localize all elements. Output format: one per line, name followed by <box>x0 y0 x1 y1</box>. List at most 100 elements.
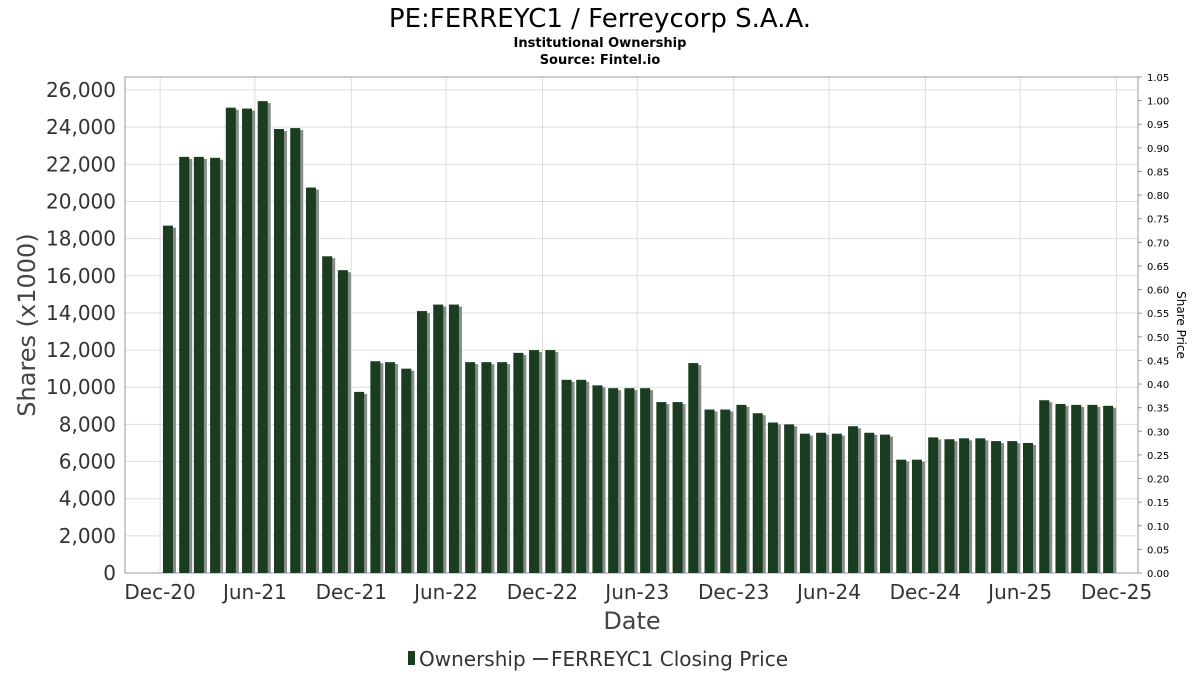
ownership-bar <box>481 362 492 573</box>
ownership-bar <box>592 385 603 573</box>
y-right-tick-label: 0.80 <box>1147 191 1169 202</box>
ownership-bar <box>656 402 667 573</box>
legend: Ownership FERREYC1 Closing Price <box>408 647 788 671</box>
y-tick-label: 22,000 <box>46 152 116 176</box>
legend-ownership-swatch <box>408 651 415 665</box>
ownership-bar <box>179 156 190 574</box>
y-axis-right-ticks: 0.00 0.05 0.10 0.15 0.20 0.25 0.30 0.35 0.40 0.45… <box>1138 73 1169 580</box>
ownership-bar <box>322 256 333 573</box>
ownership-bar <box>1023 442 1034 573</box>
ownership-bar <box>911 459 922 573</box>
y-right-tick-label: 1.00 <box>1147 97 1169 108</box>
y-axis-right-label: Share Price <box>1174 291 1188 359</box>
ownership-bar <box>1039 400 1050 573</box>
ownership-bar <box>944 439 955 573</box>
ownership-bar <box>561 379 572 573</box>
y-tick-label: 8,000 <box>59 412 116 436</box>
y-right-tick-label: 0.50 <box>1147 333 1169 344</box>
ownership-bar <box>784 424 795 573</box>
x-tick-label: Dec-23 <box>698 580 769 604</box>
x-axis-label: Date <box>603 607 660 635</box>
ownership-bar <box>848 426 859 573</box>
y-right-tick-label: 0.05 <box>1147 545 1169 556</box>
chart-source: Source: Fintel.io <box>540 53 661 68</box>
ownership-bar <box>704 409 715 573</box>
ownership-bar <box>290 128 301 574</box>
ownership-bar <box>959 438 970 573</box>
ownership-bar <box>672 402 683 573</box>
ownership-bar <box>433 304 444 573</box>
y-right-tick-label: 0.30 <box>1147 427 1169 438</box>
ownership-bar <box>210 157 221 573</box>
ownership-bar <box>1087 404 1098 573</box>
ownership-bar <box>975 438 986 573</box>
ownership-bar <box>354 391 365 573</box>
y-tick-label: 12,000 <box>46 338 116 362</box>
y-tick-label: 2,000 <box>59 524 116 548</box>
ownership-bar <box>257 101 268 573</box>
ownership-bar <box>242 108 253 574</box>
ownership-bar <box>799 433 810 573</box>
y-right-tick-label: 0.75 <box>1147 215 1169 226</box>
x-tick-label: Dec-22 <box>507 580 578 604</box>
ownership-bar <box>880 434 891 573</box>
ownership-bar <box>576 379 587 573</box>
y-right-tick-label: 0.00 <box>1147 569 1169 580</box>
y-right-tick-label: 0.45 <box>1147 356 1169 367</box>
ownership-bar <box>337 270 348 573</box>
legend-price-label: FERREYC1 Closing Price <box>551 647 788 671</box>
ownership-bar <box>767 422 778 573</box>
ownership-bar <box>640 388 651 573</box>
ownership-bar <box>370 361 381 573</box>
ownership-bar <box>193 156 204 574</box>
x-tick-label: Dec-21 <box>316 580 387 604</box>
y-axis-label: Shares (x1000) <box>13 233 41 416</box>
ownership-bar <box>1071 404 1082 573</box>
x-tick-label: Dec-24 <box>890 580 961 604</box>
y-right-tick-label: 0.35 <box>1147 404 1169 415</box>
x-tick-label: Jun-22 <box>412 580 478 604</box>
y-right-tick-label: 0.10 <box>1147 522 1169 533</box>
ownership-bar <box>448 304 459 573</box>
ownership-bar <box>513 352 524 573</box>
ownership-bar <box>225 107 236 574</box>
chart-subtitle: Institutional Ownership <box>514 36 687 51</box>
ownership-bar <box>896 459 907 573</box>
ownership-bar <box>529 350 540 573</box>
y-tick-label: 20,000 <box>46 189 116 213</box>
y-right-tick-label: 0.15 <box>1147 498 1169 509</box>
x-tick-label: Dec-20 <box>124 580 195 604</box>
y-right-tick-label: 0.55 <box>1147 309 1169 320</box>
chart-title: PE:FERREYC1 / Ferreycorp S.A.A. <box>389 4 811 34</box>
y-right-tick-label: 0.20 <box>1147 475 1169 486</box>
y-tick-label: 6,000 <box>59 450 116 474</box>
y-axis-left-ticks: 0 2,000 4,000 6,000 8,000 10,000 12,000 14,000 1… <box>46 78 116 585</box>
y-tick-label: 24,000 <box>46 115 116 139</box>
ownership-bar <box>864 432 875 573</box>
ownership-bar <box>816 432 827 573</box>
ownership-bar <box>1103 405 1114 573</box>
ownership-bar <box>545 350 556 573</box>
ownership-bar <box>736 404 747 573</box>
y-tick-label: 4,000 <box>59 487 116 511</box>
ownership-bar <box>928 437 939 573</box>
ownership-bar <box>416 311 427 573</box>
y-right-tick-label: 0.95 <box>1147 120 1169 131</box>
ownership-bar <box>385 362 396 573</box>
y-tick-label: 0 <box>103 561 116 585</box>
x-axis-ticks: Dec-20 Jun-21 Dec-21 Jun-22 Dec-22 Jun-23 Dec-… <box>124 580 1152 604</box>
ownership-bar <box>305 187 316 573</box>
y-tick-label: 10,000 <box>46 375 116 399</box>
x-tick-label: Jun-24 <box>795 580 861 604</box>
ownership-bar <box>608 388 619 573</box>
ownership-bar <box>162 225 173 573</box>
y-tick-label: 18,000 <box>46 227 116 251</box>
ownership-bar <box>465 362 476 573</box>
ownership-bar <box>752 413 763 573</box>
legend-ownership-label: Ownership <box>419 647 526 671</box>
y-right-tick-label: 0.70 <box>1147 238 1169 249</box>
ownership-bar <box>991 441 1002 573</box>
ownership-bar <box>1007 441 1018 573</box>
x-tick-label: Dec-25 <box>1081 580 1152 604</box>
